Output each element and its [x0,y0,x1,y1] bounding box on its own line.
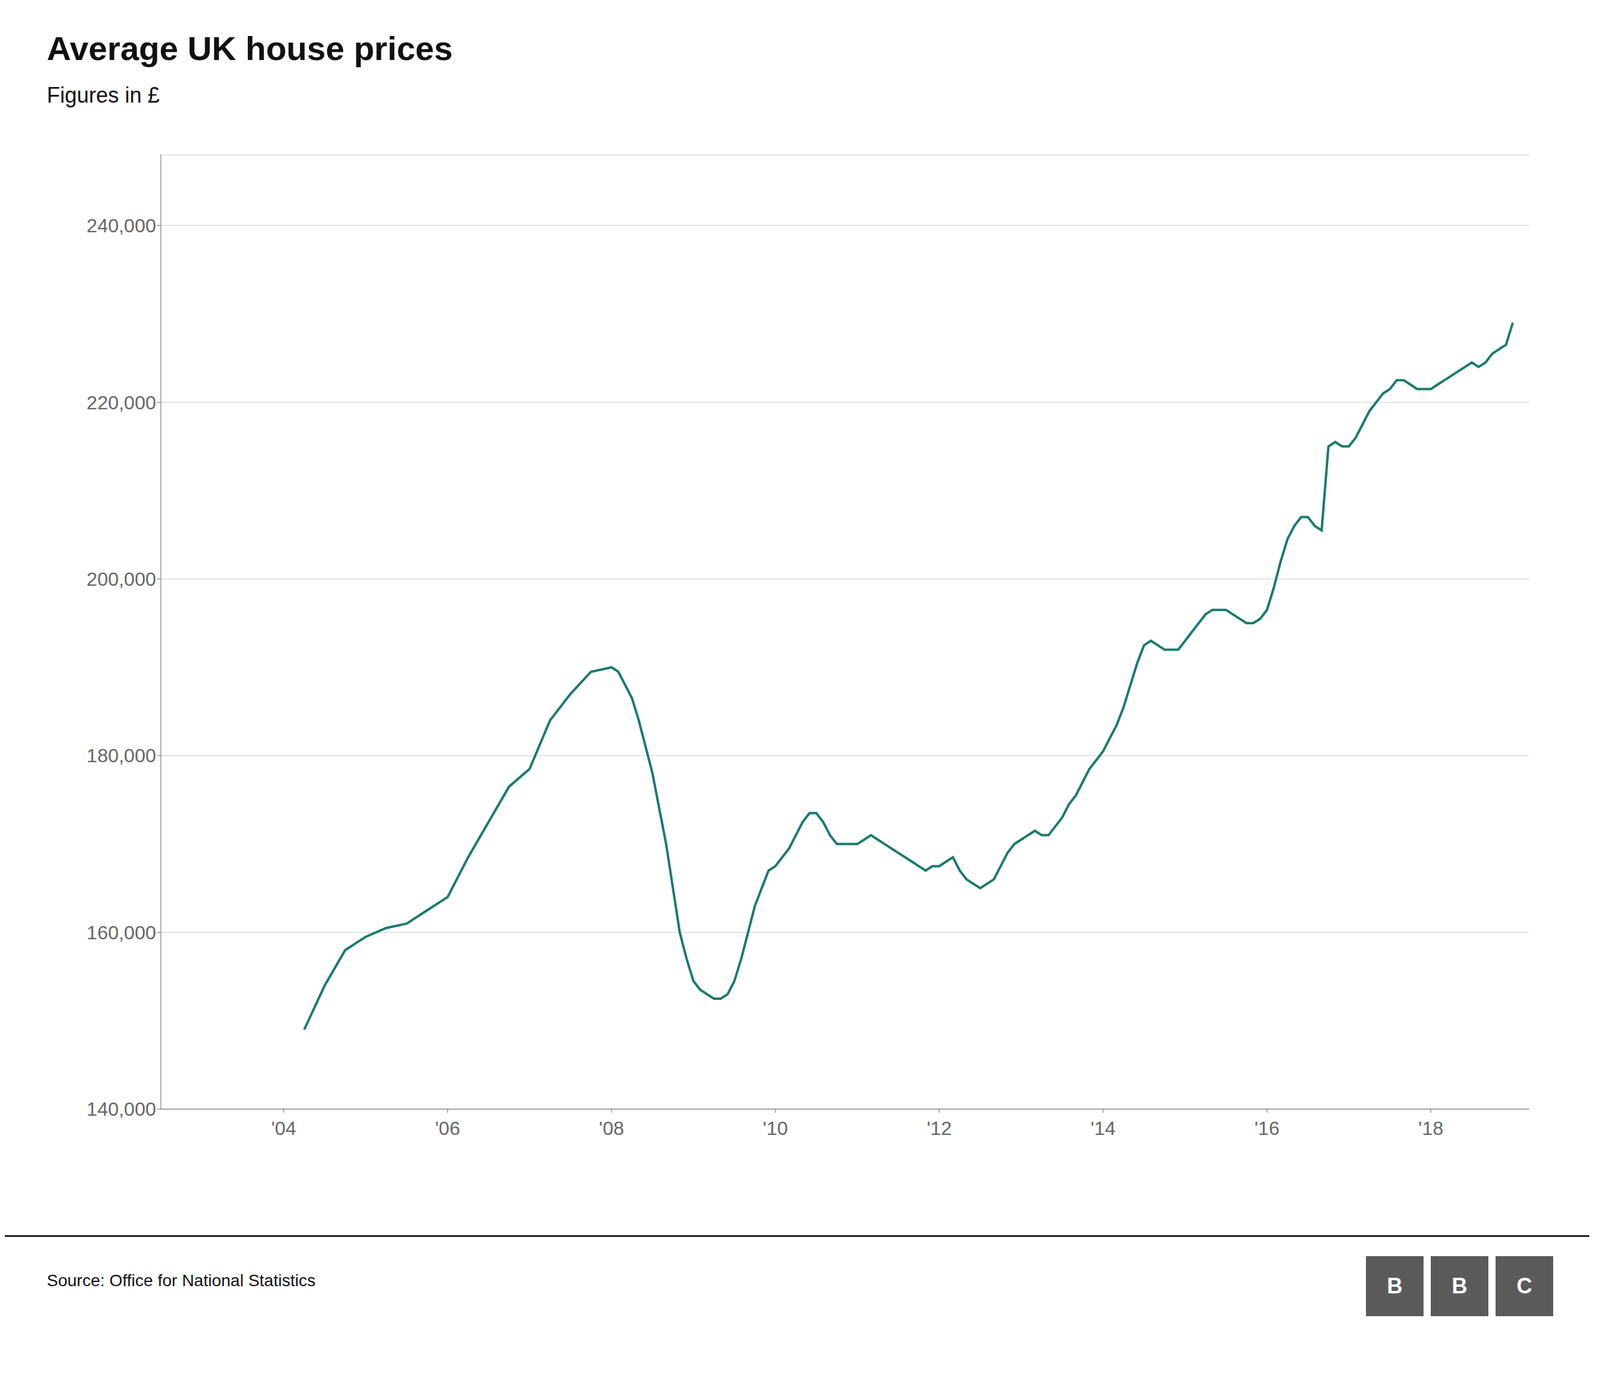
svg-text:'14: '14 [1090,1117,1116,1140]
svg-text:220,000: 220,000 [86,391,157,414]
svg-text:240,000: 240,000 [86,214,157,237]
svg-text:'16: '16 [1254,1117,1280,1140]
svg-text:'12: '12 [926,1117,952,1140]
svg-text:'04: '04 [271,1117,297,1140]
html-text:Source: Office for National St: Source: Office for National Statistics [46,1271,316,1290]
svg-text:'10: '10 [762,1117,788,1140]
html-text:Figures in £: Figures in £ [46,82,160,108]
svg-text:'08: '08 [598,1117,625,1140]
html-text:B: B [1451,1273,1468,1299]
html-text:Average UK house prices: Average UK house prices [46,29,453,68]
svg-text:180,000: 180,000 [86,744,157,767]
svg-text:'18: '18 [1418,1117,1444,1140]
svg-text:'06: '06 [435,1117,461,1140]
svg-text:140,000: 140,000 [86,1098,157,1120]
svg-text:200,000: 200,000 [86,568,157,590]
html-text:C: C [1516,1273,1533,1299]
svg-text:160,000: 160,000 [86,921,157,944]
html-text:B: B [1386,1273,1403,1299]
